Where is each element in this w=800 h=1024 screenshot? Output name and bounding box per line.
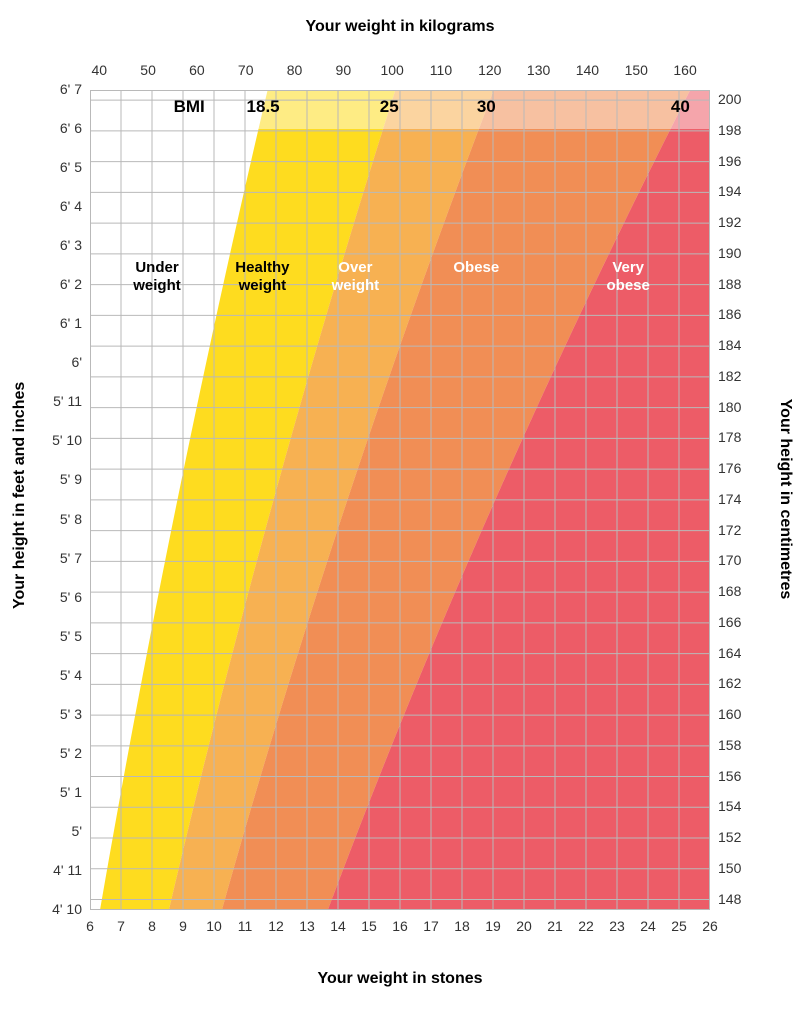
tick-ftin-0: 4' 10 (32, 901, 82, 917)
axis-title-bottom: Your weight in stones (0, 970, 800, 988)
bmi-text: BMI (164, 97, 214, 117)
tick-cm-164: 164 (718, 645, 768, 661)
tick-cm-182: 182 (718, 368, 768, 384)
tick-stone-26: 26 (690, 918, 730, 934)
tick-kg-130: 130 (519, 62, 559, 78)
tick-kg-120: 120 (470, 62, 510, 78)
plot-svg (90, 90, 710, 910)
tick-ftin-10: 5' 8 (32, 511, 82, 527)
tick-cm-200: 200 (718, 91, 768, 107)
tick-kg-50: 50 (128, 62, 168, 78)
label-underweight: Underweight (112, 259, 202, 294)
tick-ftin-16: 6' 2 (32, 276, 82, 292)
bmi-value-18-5: 18.5 (238, 97, 288, 117)
tick-ftin-4: 5' 2 (32, 745, 82, 761)
tick-cm-156: 156 (718, 768, 768, 784)
tick-cm-198: 198 (718, 122, 768, 138)
tick-ftin-18: 6' 4 (32, 198, 82, 214)
tick-ftin-21: 6' 7 (32, 81, 82, 97)
tick-cm-168: 168 (718, 583, 768, 599)
tick-kg-160: 160 (665, 62, 705, 78)
label-healthy: Healthyweight (217, 259, 307, 294)
axis-title-left: Your height in feet and inches (11, 389, 29, 609)
bmi-value-40: 40 (655, 97, 705, 117)
label-very-obese: Veryobese (583, 259, 673, 294)
tick-ftin-15: 6' 1 (32, 315, 82, 331)
tick-ftin-7: 5' 5 (32, 628, 82, 644)
tick-kg-150: 150 (616, 62, 656, 78)
tick-ftin-14: 6' (32, 354, 82, 370)
tick-kg-100: 100 (372, 62, 412, 78)
tick-cm-150: 150 (718, 860, 768, 876)
axis-title-right: Your height in centimetres (776, 389, 794, 609)
tick-ftin-1: 4' 11 (32, 862, 82, 878)
bmi-value-25: 25 (364, 97, 414, 117)
tick-cm-172: 172 (718, 522, 768, 538)
tick-cm-162: 162 (718, 675, 768, 691)
tick-cm-178: 178 (718, 429, 768, 445)
tick-kg-110: 110 (421, 62, 461, 78)
tick-cm-190: 190 (718, 245, 768, 261)
tick-kg-60: 60 (177, 62, 217, 78)
tick-ftin-13: 5' 11 (32, 393, 82, 409)
tick-ftin-5: 5' 3 (32, 706, 82, 722)
tick-cm-180: 180 (718, 399, 768, 415)
tick-cm-160: 160 (718, 706, 768, 722)
tick-cm-166: 166 (718, 614, 768, 630)
tick-cm-186: 186 (718, 306, 768, 322)
tick-ftin-11: 5' 9 (32, 471, 82, 487)
tick-cm-176: 176 (718, 460, 768, 476)
tick-kg-70: 70 (226, 62, 266, 78)
label-obese: Obese (431, 259, 521, 276)
tick-kg-90: 90 (323, 62, 363, 78)
tick-ftin-9: 5' 7 (32, 550, 82, 566)
tick-ftin-6: 5' 4 (32, 667, 82, 683)
tick-kg-40: 40 (79, 62, 119, 78)
tick-ftin-17: 6' 3 (32, 237, 82, 253)
tick-ftin-19: 6' 5 (32, 159, 82, 175)
tick-ftin-8: 5' 6 (32, 589, 82, 605)
tick-ftin-12: 5' 10 (32, 432, 82, 448)
tick-cm-152: 152 (718, 829, 768, 845)
bmi-value-30: 30 (461, 97, 511, 117)
tick-cm-188: 188 (718, 276, 768, 292)
tick-cm-148: 148 (718, 891, 768, 907)
tick-cm-194: 194 (718, 183, 768, 199)
tick-kg-140: 140 (567, 62, 607, 78)
tick-ftin-2: 5' (32, 823, 82, 839)
plot-area (90, 90, 710, 910)
tick-cm-158: 158 (718, 737, 768, 753)
label-overweight: Overweight (310, 259, 400, 294)
tick-ftin-3: 5' 1 (32, 784, 82, 800)
bmi-chart: Your weight in kilograms Your weight in … (0, 0, 800, 1024)
tick-kg-80: 80 (275, 62, 315, 78)
tick-cm-196: 196 (718, 153, 768, 169)
tick-cm-174: 174 (718, 491, 768, 507)
axis-title-top: Your weight in kilograms (0, 18, 800, 36)
tick-cm-184: 184 (718, 337, 768, 353)
tick-cm-154: 154 (718, 798, 768, 814)
tick-cm-170: 170 (718, 552, 768, 568)
tick-cm-192: 192 (718, 214, 768, 230)
tick-ftin-20: 6' 6 (32, 120, 82, 136)
